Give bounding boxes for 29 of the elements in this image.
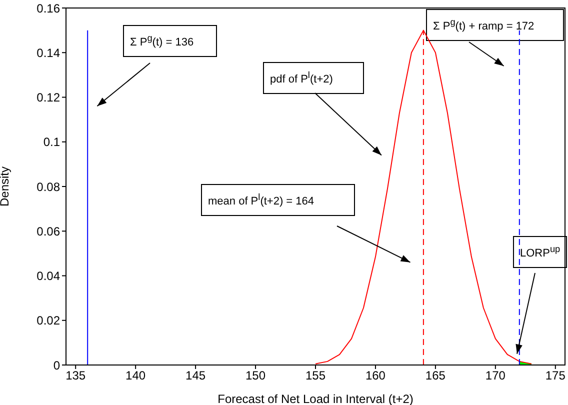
y-tick-label: 0.04 xyxy=(36,269,60,284)
x-tick-label: 175 xyxy=(545,368,566,383)
y-tick-label: 0.02 xyxy=(36,314,60,328)
note-box: Σ P$^{g}$(t) + ramp = 172 xyxy=(426,9,564,41)
x-tick-label: 150 xyxy=(246,368,266,383)
note-box: pdf of P$^{l}$(t+2) xyxy=(263,62,364,94)
annotation: LORP$^{up}$ xyxy=(520,244,560,260)
annotation: Σ P$^{g}$(t) = 136 xyxy=(130,33,194,49)
x-tick-label: 135 xyxy=(66,368,86,383)
y-axis-title: Density xyxy=(0,166,12,207)
x-tick-label: 140 xyxy=(126,368,146,383)
y-tick-label: 0.06 xyxy=(36,224,60,238)
x-tick-label: 145 xyxy=(186,368,206,383)
x-tick-label: 165 xyxy=(425,368,446,383)
y-tick-label: 0.14 xyxy=(36,46,60,60)
note-box: Σ P$^{g}$(t) = 136 xyxy=(123,25,217,57)
x-tick-label: 160 xyxy=(365,368,386,383)
note-box: mean of P$^{l}$(t+2) = 164 xyxy=(201,184,355,216)
y-tick-label: 0.08 xyxy=(36,180,60,194)
y-tick-label: 0.12 xyxy=(36,90,60,105)
x-tick-label: 170 xyxy=(485,368,506,383)
y-tick-label: 0 xyxy=(53,358,60,372)
note-box: LORP$^{up}$ xyxy=(513,236,568,268)
annotation: pdf of P$^{l}$(t+2) xyxy=(270,70,333,86)
annotation: Σ P$^{g}$(t) + ramp = 172 xyxy=(433,17,534,33)
annotation: mean of P$^{l}$(t+2) = 164 xyxy=(208,192,314,208)
x-tick-label: 155 xyxy=(305,368,326,383)
y-tick-label: 0.16 xyxy=(36,1,60,16)
y-tick-label: 0.1 xyxy=(43,135,60,150)
